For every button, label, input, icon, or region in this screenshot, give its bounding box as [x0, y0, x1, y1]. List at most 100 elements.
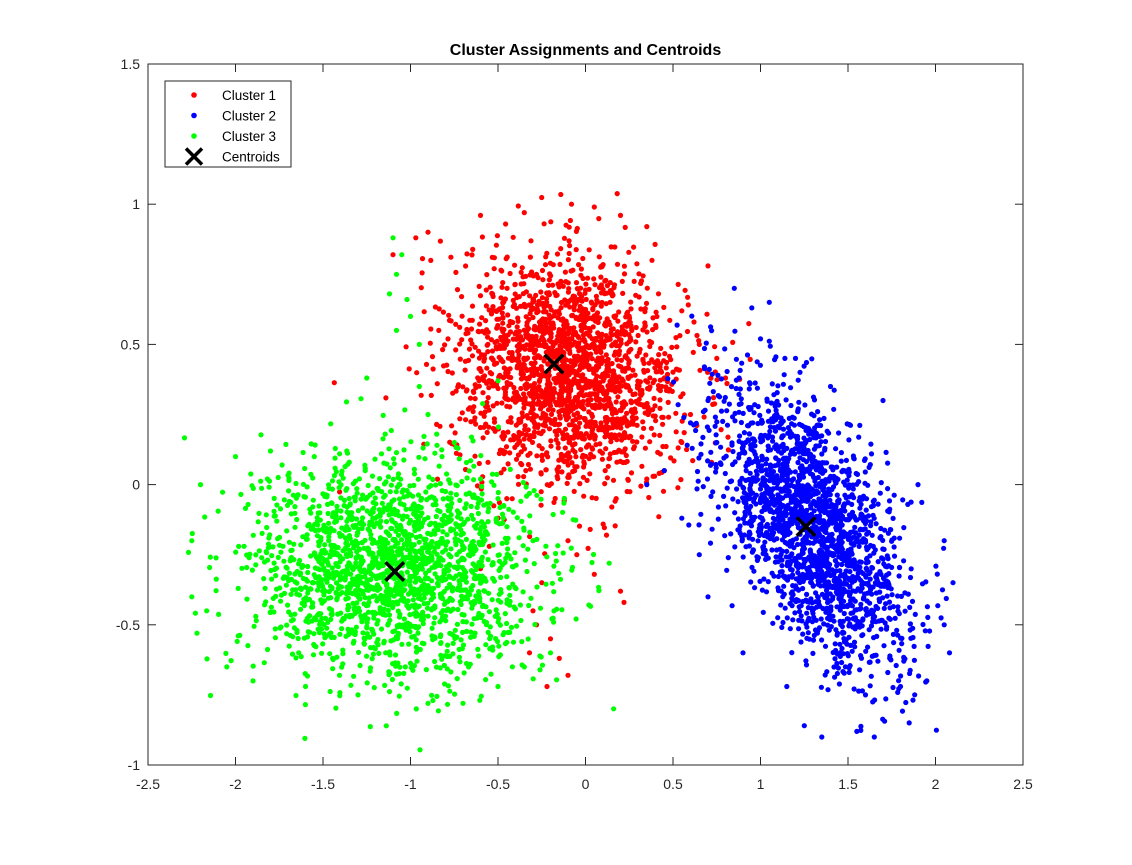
data-point — [583, 423, 589, 429]
data-point — [504, 403, 510, 409]
data-point — [646, 494, 652, 501]
data-point — [486, 385, 492, 391]
data-point — [608, 406, 615, 412]
data-point — [571, 325, 577, 331]
data-point — [596, 385, 602, 391]
data-point — [898, 673, 904, 679]
data-point — [463, 569, 469, 576]
data-point — [838, 521, 844, 527]
data-point — [434, 476, 441, 482]
data-point — [727, 479, 733, 485]
data-point — [803, 658, 809, 664]
data-point — [740, 554, 746, 560]
data-point — [573, 315, 579, 321]
data-point — [544, 250, 550, 256]
data-point — [817, 551, 823, 557]
data-point — [585, 397, 591, 403]
data-point — [300, 449, 306, 456]
data-point — [757, 336, 764, 342]
data-point — [471, 404, 477, 410]
data-point — [344, 584, 350, 590]
data-point — [883, 449, 889, 455]
data-point — [696, 522, 702, 528]
data-point — [552, 495, 558, 502]
data-point — [504, 382, 510, 388]
data-point — [746, 535, 752, 541]
data-point — [738, 419, 745, 426]
data-point — [286, 488, 292, 494]
data-point — [607, 299, 613, 305]
data-point — [383, 723, 389, 729]
data-point — [694, 332, 700, 339]
data-point — [795, 501, 802, 507]
data-point — [411, 482, 417, 488]
data-point — [538, 326, 544, 332]
data-point — [661, 468, 667, 474]
data-point — [548, 420, 555, 426]
data-point — [455, 384, 461, 390]
data-point — [633, 324, 639, 331]
data-point — [561, 495, 567, 501]
data-point — [863, 648, 869, 654]
data-point — [775, 383, 781, 389]
data-point — [518, 385, 524, 392]
data-point — [483, 318, 489, 324]
data-point — [479, 534, 485, 541]
data-point — [892, 615, 898, 621]
data-point — [841, 610, 847, 617]
data-point — [655, 291, 662, 297]
data-point — [494, 400, 500, 406]
data-point — [938, 615, 944, 621]
data-point — [607, 451, 613, 457]
data-point — [565, 672, 571, 678]
data-point — [500, 320, 506, 326]
data-point — [428, 326, 434, 332]
data-point — [746, 529, 753, 535]
data-point — [531, 433, 537, 440]
data-point — [831, 406, 837, 412]
data-point — [656, 514, 662, 520]
data-point — [544, 683, 550, 690]
data-point — [637, 346, 643, 352]
data-point — [473, 421, 479, 427]
data-point — [773, 417, 779, 423]
data-point — [811, 498, 817, 504]
data-point — [854, 574, 860, 580]
data-point — [526, 326, 532, 332]
data-point — [885, 584, 891, 590]
data-point — [614, 424, 620, 430]
data-point — [448, 254, 454, 260]
data-point — [587, 392, 593, 398]
data-point — [644, 476, 650, 482]
data-point — [207, 692, 214, 699]
data-point — [870, 619, 876, 625]
data-point — [557, 380, 564, 386]
data-point — [649, 257, 655, 263]
data-point — [477, 212, 484, 218]
data-point — [558, 246, 564, 252]
data-point — [592, 282, 598, 288]
data-point — [421, 309, 427, 315]
data-point — [858, 727, 864, 734]
data-point — [390, 252, 396, 258]
data-point — [429, 692, 435, 698]
data-point — [856, 479, 862, 485]
data-point — [484, 272, 490, 278]
data-point — [578, 322, 584, 328]
data-point — [747, 470, 753, 476]
data-point — [500, 345, 506, 351]
data-point — [603, 396, 609, 402]
data-point — [457, 341, 463, 347]
data-point — [464, 475, 470, 481]
data-point — [845, 536, 852, 543]
data-point — [530, 273, 537, 279]
data-point — [520, 274, 526, 280]
data-point — [935, 603, 941, 609]
data-point — [800, 474, 807, 480]
data-point — [192, 610, 198, 616]
data-point — [718, 408, 725, 414]
data-point — [582, 376, 588, 382]
data-point — [556, 457, 562, 463]
data-point — [258, 432, 264, 438]
data-point — [597, 448, 603, 454]
